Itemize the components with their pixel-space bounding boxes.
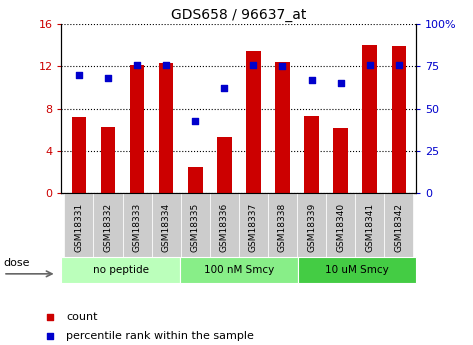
Text: GSM18334: GSM18334 bbox=[162, 203, 171, 252]
Point bbox=[104, 76, 112, 81]
Point bbox=[308, 77, 315, 83]
Bar bbox=[159, 63, 174, 193]
Text: 100 nM Smcy: 100 nM Smcy bbox=[204, 265, 274, 275]
Bar bbox=[304, 116, 319, 193]
Bar bbox=[130, 65, 144, 193]
Text: dose: dose bbox=[3, 258, 30, 268]
Point bbox=[345, 275, 352, 280]
Bar bbox=[152, 193, 181, 257]
Title: GDS658 / 96637_at: GDS658 / 96637_at bbox=[171, 8, 307, 22]
Bar bbox=[72, 117, 86, 193]
Bar bbox=[101, 127, 115, 193]
Bar bbox=[275, 62, 290, 193]
Text: GSM18336: GSM18336 bbox=[220, 203, 229, 252]
Point bbox=[192, 118, 199, 123]
Text: GSM18333: GSM18333 bbox=[132, 203, 141, 252]
Text: GSM18331: GSM18331 bbox=[74, 203, 83, 252]
Bar bbox=[94, 193, 123, 257]
Point bbox=[395, 62, 403, 68]
Point bbox=[279, 63, 286, 69]
Bar bbox=[180, 257, 298, 283]
Bar bbox=[246, 51, 261, 193]
Bar bbox=[333, 128, 348, 193]
Bar bbox=[298, 257, 416, 283]
Point bbox=[250, 62, 257, 68]
Bar bbox=[297, 193, 326, 257]
Bar bbox=[188, 167, 202, 193]
Point bbox=[337, 80, 344, 86]
Bar bbox=[362, 45, 377, 193]
Text: GSM18340: GSM18340 bbox=[336, 203, 345, 252]
Bar bbox=[123, 193, 152, 257]
Text: GSM18339: GSM18339 bbox=[307, 203, 316, 252]
Bar bbox=[210, 193, 239, 257]
Bar bbox=[355, 193, 384, 257]
Text: percentile rank within the sample: percentile rank within the sample bbox=[66, 332, 254, 341]
Text: GSM18335: GSM18335 bbox=[191, 203, 200, 252]
Text: 10 uM Smcy: 10 uM Smcy bbox=[325, 265, 389, 275]
Point bbox=[162, 62, 170, 68]
Bar bbox=[217, 137, 232, 193]
Bar bbox=[239, 193, 268, 257]
Text: GSM18342: GSM18342 bbox=[394, 203, 403, 252]
Point bbox=[220, 86, 228, 91]
Text: GSM18338: GSM18338 bbox=[278, 203, 287, 252]
Bar bbox=[392, 46, 406, 193]
Text: no peptide: no peptide bbox=[93, 265, 149, 275]
Text: GSM18341: GSM18341 bbox=[365, 203, 374, 252]
Bar bbox=[61, 257, 180, 283]
Bar bbox=[326, 193, 355, 257]
Bar bbox=[181, 193, 210, 257]
Text: count: count bbox=[66, 313, 97, 322]
Point bbox=[345, 102, 352, 108]
Point bbox=[75, 72, 83, 78]
Bar bbox=[268, 193, 297, 257]
Bar bbox=[64, 193, 94, 257]
Text: GSM18337: GSM18337 bbox=[249, 203, 258, 252]
Bar bbox=[384, 193, 413, 257]
Point bbox=[133, 62, 141, 68]
Point bbox=[366, 62, 374, 68]
Text: GSM18332: GSM18332 bbox=[104, 203, 113, 252]
